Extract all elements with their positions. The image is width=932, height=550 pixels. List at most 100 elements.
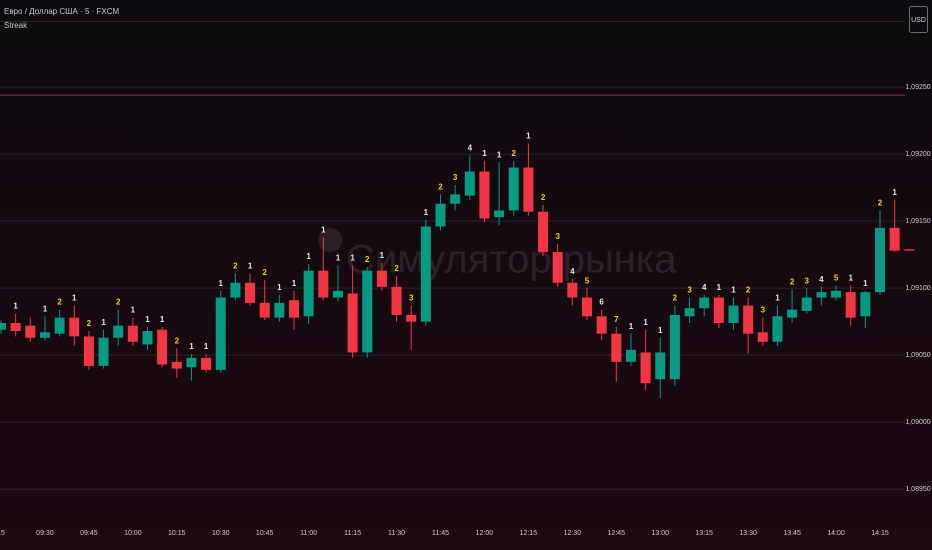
streak-label: 1: [13, 302, 18, 311]
streak-label: 4: [702, 283, 707, 292]
streak-label: 2: [116, 298, 121, 307]
candle-body: [69, 317, 80, 337]
candle-body: [889, 227, 900, 251]
x-tick-label: 13:30: [739, 530, 757, 537]
candle-body: [831, 290, 842, 298]
streak-label: 1: [204, 342, 209, 351]
candle-body: [10, 322, 21, 332]
streak-label: 2: [878, 199, 883, 208]
candle-body: [186, 357, 197, 368]
x-tick-label: 12:45: [608, 530, 626, 537]
currency-button[interactable]: [909, 6, 928, 33]
streak-label: 1: [160, 315, 165, 324]
watermark: Симулятор рынка: [318, 228, 677, 282]
candle-body: [860, 292, 871, 317]
y-tick-label: 1,09000: [905, 419, 930, 426]
candle-body: [845, 292, 856, 318]
y-tick-label: 1,09100: [905, 285, 930, 292]
streak-label: 1: [497, 150, 502, 159]
streak-label: 6: [599, 298, 604, 307]
streak-label: 2: [541, 193, 546, 202]
candle-body: [289, 300, 299, 318]
candle-body: [611, 333, 622, 362]
x-tick-label: 11:45: [432, 530, 449, 537]
candle-body: [274, 302, 285, 318]
streak-label: 4: [570, 267, 575, 276]
candle-body: [245, 282, 256, 303]
candle-body: [127, 325, 138, 342]
streak-label: 4: [468, 144, 473, 153]
chart-title: Евро / Доллар США · 5 · FXCM: [4, 7, 120, 16]
candle-body: [171, 361, 182, 369]
y-tick-label: 1,09050: [905, 352, 930, 359]
candle-body: [406, 314, 417, 322]
streak-label: 1: [43, 304, 48, 313]
candle-body: [450, 194, 461, 204]
candle-body: [699, 297, 710, 309]
y-tick-label: 1,09250: [905, 84, 930, 91]
streak-label: 1: [892, 188, 897, 197]
streak-label: 1: [131, 306, 136, 315]
currency-label[interactable]: USD: [911, 17, 926, 24]
streak-label: 2: [512, 149, 517, 158]
candle-body: [640, 352, 651, 384]
candle-body: [875, 227, 885, 293]
candle-body: [552, 251, 563, 283]
candle-body: [201, 357, 212, 370]
x-tick-label: 13:45: [783, 530, 801, 537]
candle-body: [655, 352, 666, 380]
candle-body: [508, 167, 519, 211]
streak-label: 1: [731, 286, 736, 295]
x-tick-label: 10:00: [124, 530, 142, 537]
candle-body: [464, 171, 475, 196]
streak-label: 1: [863, 279, 868, 288]
x-tick-label: 10:30: [212, 530, 230, 537]
x-tick-label: 13:15: [695, 530, 713, 537]
streak-label: 2: [262, 268, 267, 277]
candle-body: [479, 171, 490, 219]
candle-body: [39, 332, 50, 338]
watermark-logo: [318, 228, 342, 252]
indicator-name: Streak: [4, 21, 28, 30]
streak-label: 2: [87, 319, 92, 328]
candle-body: [567, 282, 578, 298]
streak-label: 7: [614, 315, 619, 324]
streak-label: 2: [790, 278, 795, 287]
streak-label: 1: [424, 208, 429, 217]
x-tick-label: 10:45: [256, 530, 274, 537]
streak-label: 3: [761, 306, 766, 315]
x-tick-label: 12:30: [564, 530, 582, 537]
candle-body: [435, 203, 446, 227]
candle-body: [391, 286, 402, 315]
candle-body: [332, 290, 343, 298]
candle-body: [904, 249, 915, 251]
candle-body: [142, 331, 153, 345]
x-tick-label: 14:15: [871, 530, 889, 537]
y-tick-label: 1,09200: [905, 151, 930, 158]
candle-body: [669, 314, 680, 380]
streak-label: 1: [277, 283, 282, 292]
candle-body: [25, 325, 36, 338]
streak-label: 3: [453, 173, 458, 182]
streak-label: 1: [350, 253, 355, 262]
candle-body: [684, 308, 695, 317]
plot-area: 1,08950 1,09000 1,09050 1,09100 1,09150 1,092…: [0, 84, 931, 537]
candle-body: [801, 297, 812, 311]
candle-body: [523, 167, 534, 212]
streak-label: 1: [219, 279, 224, 288]
streak-label: 1: [336, 253, 341, 262]
streak-label: 1: [482, 149, 487, 158]
x-tick-label: 09:45: [80, 530, 98, 537]
streak-label: 2: [365, 255, 370, 264]
x-tick-label: 09:30: [36, 530, 54, 537]
streak-label: 2: [57, 298, 62, 307]
streak-label: 1: [321, 225, 326, 234]
candle-body: [376, 270, 387, 287]
candle-body: [596, 316, 607, 334]
candle-body: [787, 309, 798, 318]
x-tick-label: 10:15: [168, 530, 186, 537]
candle-body: [113, 325, 124, 338]
streak-label: 2: [673, 294, 678, 303]
